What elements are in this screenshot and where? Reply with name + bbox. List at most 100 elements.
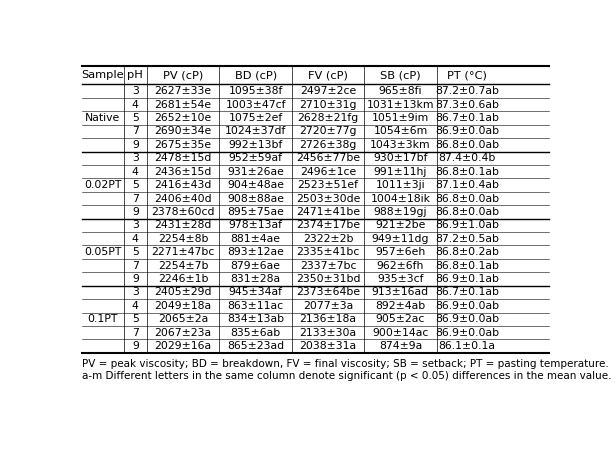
- Text: 921±2be: 921±2be: [375, 220, 426, 230]
- Text: 4: 4: [132, 234, 139, 244]
- Text: 0.05PT: 0.05PT: [84, 247, 121, 257]
- Text: 892±4ab: 892±4ab: [375, 301, 426, 311]
- Text: 2496±1ce: 2496±1ce: [300, 167, 356, 177]
- Text: 1004±18ik: 1004±18ik: [370, 194, 430, 203]
- Text: 913±16ad: 913±16ad: [372, 287, 429, 298]
- Text: 86.8±0.0ab: 86.8±0.0ab: [435, 140, 499, 150]
- Text: 86.9±0.0ab: 86.9±0.0ab: [435, 126, 499, 137]
- Text: 9: 9: [132, 274, 139, 284]
- Text: 2350±31bd: 2350±31bd: [296, 274, 360, 284]
- Text: 7: 7: [132, 126, 139, 137]
- Text: 2067±23a: 2067±23a: [154, 328, 212, 338]
- Text: SB (cP): SB (cP): [380, 70, 421, 80]
- Text: 4: 4: [132, 301, 139, 311]
- Text: 2254±8b: 2254±8b: [158, 234, 208, 244]
- Text: 834±13ab: 834±13ab: [227, 314, 284, 324]
- Text: 3: 3: [132, 86, 139, 96]
- Text: 863±11ac: 863±11ac: [228, 301, 284, 311]
- Text: 895±75ae: 895±75ae: [227, 207, 284, 217]
- Text: 1051±9im: 1051±9im: [372, 113, 429, 123]
- Text: 9: 9: [132, 207, 139, 217]
- Text: Native: Native: [85, 113, 121, 123]
- Text: 1095±38f: 1095±38f: [228, 86, 283, 96]
- Text: 945±34af: 945±34af: [229, 287, 283, 298]
- Text: 881±4ae: 881±4ae: [231, 234, 280, 244]
- Text: 87.4±0.4b: 87.4±0.4b: [438, 153, 496, 163]
- Text: 900±14ac: 900±14ac: [372, 328, 429, 338]
- Text: 5: 5: [132, 180, 139, 190]
- Text: 86.9±0.0ab: 86.9±0.0ab: [435, 301, 499, 311]
- Text: 0.02PT: 0.02PT: [84, 180, 121, 190]
- Text: 865±23ad: 865±23ad: [227, 341, 284, 351]
- Text: 86.8±0.1ab: 86.8±0.1ab: [435, 260, 499, 271]
- Text: 86.8±0.0ab: 86.8±0.0ab: [435, 194, 499, 203]
- Text: 2374±17be: 2374±17be: [296, 220, 360, 230]
- Text: 87.2±0.5ab: 87.2±0.5ab: [435, 234, 499, 244]
- Text: 2029±16a: 2029±16a: [154, 341, 212, 351]
- Text: 2436±15d: 2436±15d: [154, 167, 212, 177]
- Text: 978±13af: 978±13af: [229, 220, 283, 230]
- Text: 2065±2a: 2065±2a: [158, 314, 208, 324]
- Text: 965±8fi: 965±8fi: [379, 86, 422, 96]
- Text: 2726±38g: 2726±38g: [300, 140, 357, 150]
- Text: 1011±3ji: 1011±3ji: [376, 180, 425, 190]
- Text: 86.9±0.1ab: 86.9±0.1ab: [435, 274, 499, 284]
- Text: 2431±28d: 2431±28d: [154, 220, 212, 230]
- Text: 1075±2ef: 1075±2ef: [229, 113, 283, 123]
- Text: FV (cP): FV (cP): [308, 70, 348, 80]
- Text: 9: 9: [132, 140, 139, 150]
- Text: 2652±10e: 2652±10e: [154, 113, 212, 123]
- Text: 2456±77be: 2456±77be: [296, 153, 360, 163]
- Text: 86.8±0.0ab: 86.8±0.0ab: [435, 207, 499, 217]
- Text: 2405±29d: 2405±29d: [154, 287, 212, 298]
- Text: 0.1PT: 0.1PT: [87, 314, 118, 324]
- Text: 992±13bf: 992±13bf: [228, 140, 283, 150]
- Text: 7: 7: [132, 328, 139, 338]
- Text: 2406±40d: 2406±40d: [154, 194, 212, 203]
- Text: 893±12ae: 893±12ae: [227, 247, 284, 257]
- Text: 2337±7bc: 2337±7bc: [300, 260, 356, 271]
- Text: 5: 5: [132, 113, 139, 123]
- Text: 2627±33e: 2627±33e: [154, 86, 212, 96]
- Text: 3: 3: [132, 153, 139, 163]
- Text: a-m Different letters in the same column denote significant (p < 0.05) differenc: a-m Different letters in the same column…: [82, 371, 611, 382]
- Text: 7: 7: [132, 194, 139, 203]
- Text: 86.9±1.0ab: 86.9±1.0ab: [435, 220, 499, 230]
- Text: 2335±41bc: 2335±41bc: [296, 247, 360, 257]
- Text: 835±6ab: 835±6ab: [231, 328, 281, 338]
- Text: 7: 7: [132, 260, 139, 271]
- Text: 879±6ae: 879±6ae: [231, 260, 280, 271]
- Text: 3: 3: [132, 220, 139, 230]
- Text: 949±11dg: 949±11dg: [371, 234, 429, 244]
- Text: 988±19gj: 988±19gj: [374, 207, 427, 217]
- Text: 2322±2b: 2322±2b: [303, 234, 353, 244]
- Text: 904±48ae: 904±48ae: [227, 180, 284, 190]
- Text: 4: 4: [132, 167, 139, 177]
- Text: 5: 5: [132, 247, 139, 257]
- Text: PT (°C): PT (°C): [447, 70, 487, 80]
- Text: 2246±1b: 2246±1b: [158, 274, 208, 284]
- Text: 86.7±0.1ab: 86.7±0.1ab: [435, 113, 499, 123]
- Text: 2681±54e: 2681±54e: [154, 99, 212, 110]
- Text: 86.1±0.1a: 86.1±0.1a: [438, 341, 496, 351]
- Text: 957±6eh: 957±6eh: [375, 247, 426, 257]
- Text: 2523±51ef: 2523±51ef: [298, 180, 359, 190]
- Text: 2378±60cd: 2378±60cd: [151, 207, 215, 217]
- Text: 86.9±0.0ab: 86.9±0.0ab: [435, 328, 499, 338]
- Text: pH: pH: [127, 70, 143, 80]
- Text: 86.9±0.0ab: 86.9±0.0ab: [435, 314, 499, 324]
- Text: 874±9a: 874±9a: [379, 341, 422, 351]
- Text: 952±59af: 952±59af: [229, 153, 283, 163]
- Text: 86.8±0.2ab: 86.8±0.2ab: [435, 247, 499, 257]
- Text: 931±26ae: 931±26ae: [227, 167, 284, 177]
- Text: 1043±3km: 1043±3km: [370, 140, 430, 150]
- Text: 1024±37df: 1024±37df: [225, 126, 287, 137]
- Text: 2136±18a: 2136±18a: [300, 314, 357, 324]
- Text: 2254±7b: 2254±7b: [158, 260, 208, 271]
- Text: PV = peak viscosity; BD = breakdown, FV = final viscosity; SB = setback; PT = pa: PV = peak viscosity; BD = breakdown, FV …: [82, 359, 608, 369]
- Text: 2497±2ce: 2497±2ce: [300, 86, 356, 96]
- Text: 2628±21fg: 2628±21fg: [298, 113, 359, 123]
- Text: 2271±47bc: 2271±47bc: [151, 247, 215, 257]
- Text: 86.8±0.1ab: 86.8±0.1ab: [435, 167, 499, 177]
- Text: 962±6fh: 962±6fh: [377, 260, 424, 271]
